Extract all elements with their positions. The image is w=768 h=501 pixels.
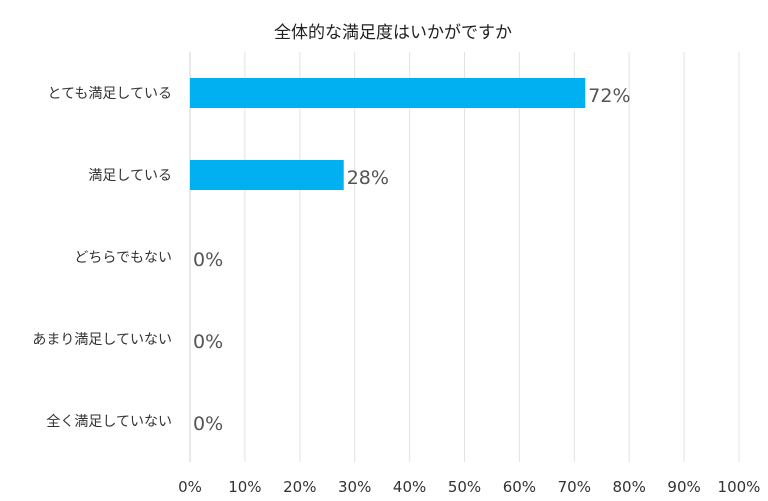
data-label: 0% [193, 331, 223, 353]
bars [190, 78, 586, 190]
category-label: とても満足している [48, 86, 172, 102]
data-label: 28% [347, 167, 389, 189]
x-tick-label: 30% [338, 478, 371, 496]
bar [190, 78, 586, 108]
category-label: 全く満足していない [46, 413, 172, 430]
data-label: 72% [588, 85, 630, 107]
chart-title: 全体的な満足度はいかがですか [274, 23, 512, 43]
category-label: あまり満足していない [32, 332, 172, 348]
x-tick-label: 10% [228, 478, 261, 496]
x-tick-label: 20% [283, 478, 316, 496]
data-label: 0% [193, 249, 223, 271]
x-axis-tick-labels: 0% 10% 20% 30% 40% 50% 60% 70% 80% 90% 100% [178, 478, 760, 496]
x-tick-label: 100% [718, 478, 761, 496]
bar [190, 160, 344, 190]
category-labels: とても満足している満足しているどちらでもないあまり満足していない全く満足していな… [32, 86, 172, 430]
x-tick-label: 70% [558, 478, 591, 496]
data-labels: 72% 28% 0% 0% 0% [193, 85, 631, 435]
category-label: 満足している [88, 168, 172, 184]
gridlines [189, 52, 740, 462]
x-tick-label: 80% [613, 478, 646, 496]
category-label: どちらでもない [74, 250, 172, 266]
x-tick-label: 0% [178, 478, 202, 496]
data-label: 0% [193, 413, 223, 435]
x-tick-label: 60% [503, 478, 536, 496]
x-tick-label: 90% [667, 478, 700, 496]
x-tick-label: 40% [393, 478, 426, 496]
x-tick-label: 50% [448, 478, 481, 496]
